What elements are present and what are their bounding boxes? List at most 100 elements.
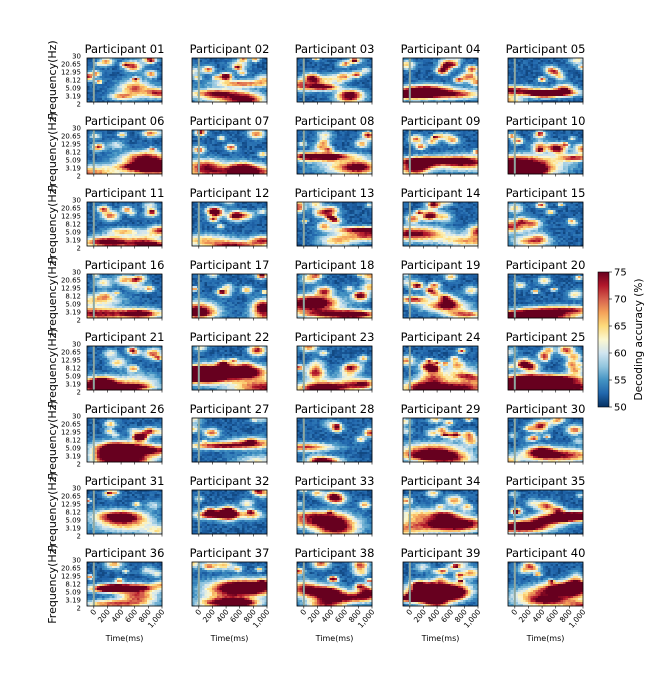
heatmap-cell	[127, 78, 130, 80]
heatmap-cell	[102, 148, 105, 150]
heatmap-cell	[210, 90, 213, 92]
heatmap-cell	[332, 62, 335, 64]
heatmap-cell	[350, 72, 353, 74]
heatmap-cell	[523, 82, 526, 84]
heatmap-cell	[461, 80, 464, 82]
heatmap-cell	[558, 74, 561, 76]
heatmap-cell	[548, 82, 551, 84]
heatmap-cell	[87, 138, 90, 140]
heatmap-cell	[330, 64, 333, 66]
heatmap-cell	[533, 68, 536, 70]
heatmap-cell	[100, 140, 103, 142]
heatmap-cell	[342, 98, 345, 100]
heatmap-cell	[210, 150, 213, 152]
heatmap-cell	[255, 82, 258, 84]
heatmap-cell	[523, 60, 526, 62]
heatmap-cell	[262, 64, 265, 66]
heatmap-cell	[438, 98, 441, 100]
heatmap-cell	[220, 142, 223, 144]
heatmap-cell	[438, 70, 441, 72]
heatmap-cell	[157, 84, 160, 86]
heatmap-cell	[87, 80, 90, 82]
heatmap-cell	[325, 90, 328, 92]
heatmap-cell	[566, 86, 569, 88]
heatmap-cell	[516, 68, 519, 70]
heatmap-cell	[315, 148, 318, 150]
heatmap-cell	[202, 96, 205, 98]
heatmap-cell	[528, 68, 531, 70]
heatmap-cell	[337, 132, 340, 134]
heatmap-cell	[297, 134, 300, 136]
heatmap-cell	[245, 60, 248, 62]
heatmap-cell	[202, 84, 205, 86]
heatmap-cell	[230, 68, 233, 70]
heatmap-cell	[411, 86, 414, 88]
heatmap-cell	[317, 60, 320, 62]
heatmap-cell	[423, 74, 426, 76]
heatmap-cell	[132, 156, 135, 158]
heatmap-cell	[441, 96, 444, 98]
heatmap-cell	[431, 82, 434, 84]
heatmap-cell	[561, 72, 564, 74]
heatmap-cell	[252, 162, 255, 164]
heatmap-cell	[202, 72, 205, 74]
heatmap-cell	[155, 80, 158, 82]
heatmap-cell	[237, 70, 240, 72]
heatmap-cell	[307, 132, 310, 134]
heatmap-cell	[305, 92, 308, 94]
heatmap-cell	[365, 92, 368, 94]
heatmap-cell	[242, 88, 245, 90]
heatmap-cell	[320, 80, 323, 82]
heatmap-cell	[523, 76, 526, 78]
heatmap-cell	[210, 162, 213, 164]
heatmap-cell	[345, 86, 348, 88]
heatmap-cell	[127, 154, 130, 156]
heatmap-cell	[355, 62, 358, 64]
heatmap-cell	[413, 66, 416, 68]
heatmap-cell	[100, 156, 103, 158]
heatmap-cell	[192, 60, 195, 62]
heatmap-cell	[150, 144, 153, 146]
heatmap-cell	[142, 80, 145, 82]
heatmap-cell	[312, 80, 315, 82]
heatmap-cell	[140, 82, 143, 84]
heatmap-cell	[423, 66, 426, 68]
heatmap-cell	[147, 70, 150, 72]
heatmap-cell	[237, 92, 240, 94]
heatmap-cell	[122, 142, 125, 144]
heatmap-cell	[245, 96, 248, 98]
heatmap-cell	[260, 148, 263, 150]
heatmap-cell	[320, 96, 323, 98]
heatmap-cell	[220, 98, 223, 100]
heatmap-cell	[107, 144, 110, 146]
heatmap-cell	[202, 66, 205, 68]
heatmap-cell	[305, 62, 308, 64]
heatmap-cell	[443, 80, 446, 82]
heatmap-cell	[563, 68, 566, 70]
heatmap-cell	[563, 88, 566, 90]
heatmap-cell	[195, 62, 198, 64]
heatmap-cell	[205, 150, 208, 152]
heatmap-cell	[105, 90, 108, 92]
heatmap-cell	[523, 68, 526, 70]
y-tick-label: 2	[77, 101, 81, 109]
heatmap-cell	[230, 160, 233, 162]
heatmap-cell	[122, 144, 125, 146]
heatmap-cell	[551, 86, 554, 88]
heatmap-cell	[300, 66, 303, 68]
heatmap-cell	[205, 66, 208, 68]
heatmap-cell	[573, 64, 576, 66]
heatmap-cell	[553, 78, 556, 80]
heatmap-cell	[403, 72, 406, 74]
heatmap-cell	[237, 132, 240, 134]
heatmap-cell	[347, 76, 350, 78]
heatmap-cell	[255, 96, 258, 98]
heatmap-cell	[157, 62, 160, 64]
heatmap-cell	[406, 98, 409, 100]
heatmap-cell	[195, 132, 198, 134]
heatmap-cell	[232, 64, 235, 66]
heatmap-cell	[150, 68, 153, 70]
heatmap-cell	[237, 168, 240, 170]
heatmap-cell	[122, 98, 125, 100]
heatmap-cell	[561, 70, 564, 72]
